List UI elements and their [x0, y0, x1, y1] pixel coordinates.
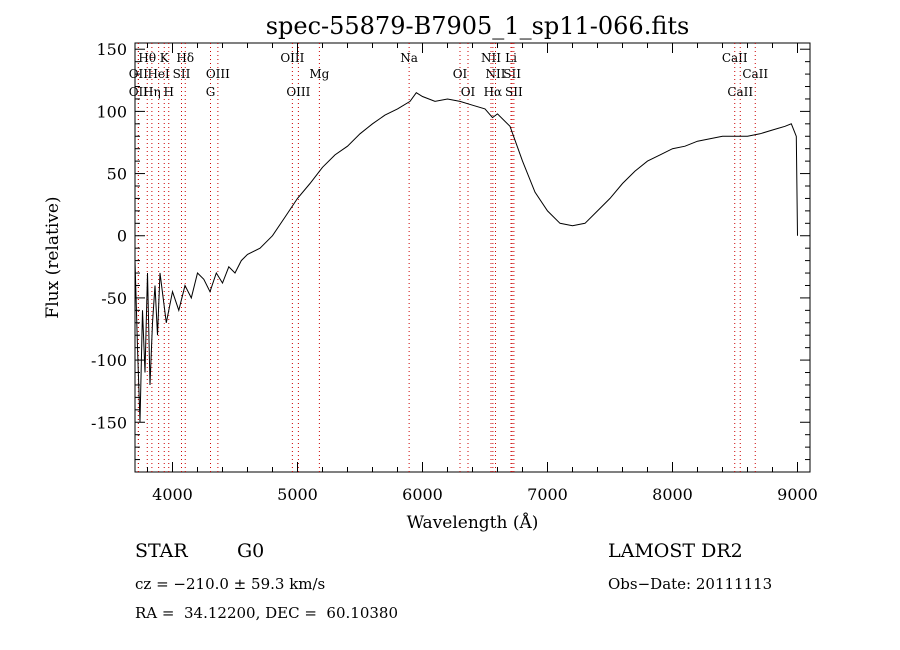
line-marker-label-20: G: [206, 85, 216, 99]
y-tick-label: -100: [91, 351, 127, 370]
line-marker-label-17: OII: [129, 85, 149, 99]
observation-date: Obs−Date: 20111113: [608, 575, 773, 593]
line-marker-label-24: SII: [505, 85, 523, 99]
x-axis-label: Wavelength (Å): [407, 512, 539, 533]
line-marker-label-7: OIII: [280, 51, 304, 65]
x-tick-label: 7000: [527, 485, 568, 504]
x-tick-label: 9000: [777, 485, 818, 504]
redshift-velocity: cz = −210.0 ± 59.3 km/s: [135, 575, 326, 593]
y-tick-label: 100: [96, 102, 127, 121]
line-markers: HθKHδOIIHeISIIOIIIOIIIMgNaOINIILiNIISIIC…: [129, 43, 768, 472]
x-tick-label: 8000: [652, 485, 693, 504]
axis-ticks: 4000 5000 6000 7000 8000 9000 -150 -100 -50 0 50 10…: [91, 40, 818, 504]
object-class: STAR: [135, 540, 188, 562]
line-marker-label-25: CaII: [727, 85, 753, 99]
x-tick-label: 5000: [277, 485, 318, 504]
line-marker-label-9: Na: [400, 51, 418, 65]
y-tick-label: -150: [91, 413, 127, 432]
line-marker-label-4: HeI: [147, 67, 170, 81]
line-marker-label-18: Hη: [143, 85, 161, 99]
line-marker-label-2: Hδ: [176, 51, 194, 65]
line-marker-label-19: H: [164, 85, 174, 99]
line-marker-label-15: CaII: [722, 51, 748, 65]
y-tick-label: 0: [117, 227, 127, 246]
survey-name: LAMOST DR2: [608, 540, 743, 562]
line-marker-label-12: Li: [505, 51, 517, 65]
spectrum-series: [134, 92, 798, 423]
line-marker-label-0: Hθ: [138, 51, 156, 65]
line-marker-label-23: Hα: [484, 85, 503, 99]
line-marker-label-1: K: [160, 51, 170, 65]
x-tick-label: 4000: [152, 485, 193, 504]
plot-frame: [134, 42, 811, 473]
y-tick-label: 150: [96, 40, 127, 59]
line-marker-label-21: OIII: [286, 85, 310, 99]
spectrum-line-0: [134, 92, 798, 423]
line-marker-label-8: Mg: [309, 67, 329, 81]
line-marker-label-14: SII: [503, 67, 521, 81]
line-marker-label-22: OI: [461, 85, 476, 99]
line-marker-label-6: OIII: [206, 67, 230, 81]
x-tick-label: 6000: [402, 485, 443, 504]
line-marker-label-16: CaII: [742, 67, 768, 81]
coordinates: RA = 34.12200, DEC = 60.10380: [135, 604, 399, 622]
y-tick-label: -50: [101, 289, 127, 308]
y-axis-label: Flux (relative): [43, 196, 63, 318]
object-subclass: G0: [237, 540, 265, 562]
line-marker-label-13: NII: [486, 67, 506, 81]
y-tick-label: 50: [107, 165, 127, 184]
line-marker-label-5: SII: [173, 67, 191, 81]
line-marker-label-10: OI: [453, 67, 468, 81]
line-marker-label-11: NII: [481, 51, 501, 65]
chart-title: spec-55879-B7905_1_sp11-066.fits: [266, 12, 690, 40]
